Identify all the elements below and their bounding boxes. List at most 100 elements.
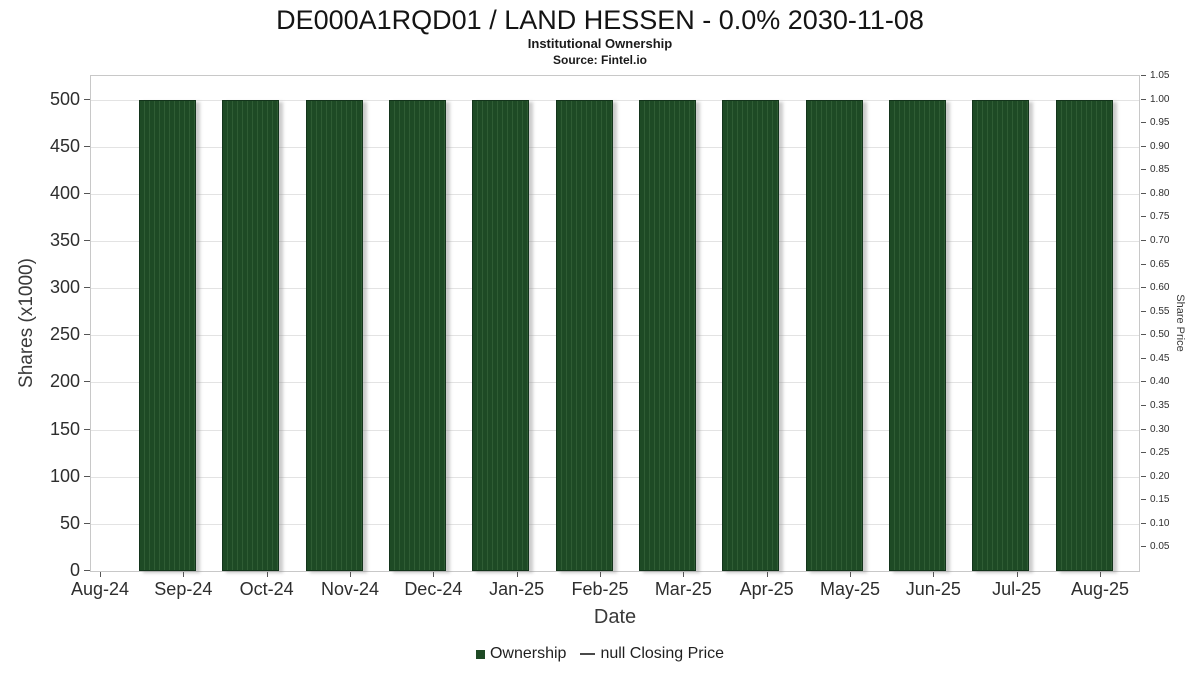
ownership-bar — [638, 99, 696, 571]
gridline — [91, 335, 1139, 337]
left-axis-tick-mark — [84, 570, 90, 571]
x-axis-tick-label: Aug-24 — [70, 579, 130, 599]
right-axis-tick-mark — [1141, 405, 1146, 406]
right-axis-tick-mark — [1141, 546, 1146, 548]
x-axis-tick-label: Mar-25 — [654, 579, 712, 599]
left-axis-tick-mark — [84, 287, 90, 289]
left-axis-tick-mark — [84, 98, 90, 100]
gridline — [91, 429, 1139, 431]
ownership-bar — [138, 99, 196, 571]
x-axis-tick-mark — [933, 572, 935, 577]
left-axis-tick-label: 150 — [49, 418, 80, 439]
left-axis-tick-label: 450 — [49, 135, 80, 156]
gridline — [91, 146, 1139, 148]
x-axis-tick-mark — [600, 572, 601, 577]
legend-label-closing-price: null Closing Price — [600, 645, 725, 662]
x-axis-tick-mark — [1016, 572, 1018, 577]
gridline — [91, 476, 1139, 478]
legend: Ownership null Closing Price — [0, 645, 1200, 663]
right-axis-tick-label: 0.95 — [1150, 117, 1170, 129]
x-axis-tick-label: Aug-25 — [1070, 579, 1130, 599]
right-axis-tick-label: 0.35 — [1150, 400, 1170, 411]
left-axis-tick-label: 0 — [69, 560, 80, 580]
right-axis-tick-mark — [1141, 75, 1146, 76]
right-axis-tick-mark — [1141, 334, 1146, 336]
x-axis-tick-mark — [850, 572, 851, 577]
left-axis-tick-label: 100 — [49, 465, 80, 486]
right-axis-tick-label: 0.45 — [1150, 352, 1170, 364]
chart-subtitle: Institutional Ownership — [527, 36, 673, 51]
right-axis-tick-label: 0.10 — [1150, 517, 1170, 529]
right-axis-tick-label: 0.75 — [1150, 211, 1170, 223]
right-axis-tick-mark — [1141, 452, 1146, 454]
right-axis-tick-mark — [1141, 475, 1146, 477]
gridline — [91, 193, 1139, 195]
left-axis-tick-label: 500 — [49, 88, 80, 109]
left-axis-tick-mark — [84, 381, 90, 383]
x-axis-tick-mark — [100, 572, 101, 577]
right-axis-tick-label: 0.85 — [1150, 164, 1170, 176]
y-axis-label-right: Share Price — [1174, 294, 1186, 352]
right-axis-tick-mark — [1141, 499, 1146, 501]
x-axis-tick-label: Jan-25 — [489, 579, 545, 599]
x-axis-tick-mark — [683, 572, 685, 577]
x-axis-tick-mark — [266, 572, 268, 577]
x-axis-tick-label: Jul-25 — [992, 579, 1042, 599]
right-axis-tick-label: 0.15 — [1150, 494, 1170, 506]
legend-item-closing-price: null Closing Price — [580, 645, 724, 663]
closing-price-line-marker-icon — [580, 653, 596, 655]
right-axis-tick-mark — [1141, 428, 1146, 430]
right-axis-tick-mark — [1141, 381, 1146, 383]
x-axis-tick-label: Feb-25 — [571, 579, 629, 599]
x-axis-tick-label: Dec-24 — [404, 579, 463, 599]
ownership-bar — [972, 99, 1030, 571]
left-axis-tick-label: 350 — [49, 230, 80, 250]
x-axis-tick-mark — [433, 572, 435, 577]
left-axis-tick-label: 50 — [59, 512, 80, 533]
x-axis-tick-label: Jun-25 — [905, 579, 961, 599]
right-axis-tick-label: 1.00 — [1150, 93, 1170, 105]
right-axis-tick-mark — [1141, 122, 1146, 124]
x-axis-tick-label: Nov-24 — [320, 579, 380, 599]
x-axis-tick-label: May-25 — [819, 579, 881, 599]
x-axis-label: Date — [593, 606, 637, 628]
right-axis-tick-mark — [1141, 98, 1146, 100]
gridline — [91, 523, 1139, 525]
right-axis-tick-label: 0.80 — [1150, 187, 1170, 199]
ownership-bar — [222, 99, 280, 571]
right-axis-tick-mark — [1141, 240, 1146, 241]
ownership-bar — [555, 99, 613, 571]
right-axis-tick-mark — [1141, 287, 1146, 289]
x-axis-tick-label: Oct-24 — [239, 579, 294, 599]
right-axis-tick-mark — [1141, 357, 1146, 359]
left-axis-tick-mark — [84, 428, 90, 430]
left-axis-tick-mark — [84, 145, 90, 147]
right-axis-tick-label: 0.60 — [1150, 282, 1170, 294]
right-axis-tick-label: 0.50 — [1150, 329, 1170, 341]
right-axis-tick-label: 0.70 — [1150, 235, 1170, 246]
left-axis-tick-label: 250 — [49, 324, 80, 345]
right-axis-tick-mark — [1141, 522, 1146, 524]
x-axis-tick-mark — [516, 572, 518, 577]
x-axis-tick-label: Apr-25 — [739, 579, 794, 599]
ownership-bar — [305, 99, 363, 571]
left-axis-tick-mark — [84, 522, 90, 524]
left-axis-tick-label: 400 — [49, 182, 80, 203]
x-axis-tick-label: Sep-24 — [154, 579, 213, 599]
chart-source: Source: Fintel.io — [552, 53, 647, 67]
right-axis-tick-label: 0.55 — [1150, 305, 1170, 317]
plot-area — [90, 75, 1140, 572]
left-axis-tick-label: 300 — [49, 277, 80, 298]
legend-label-ownership: Ownership — [489, 645, 567, 662]
left-axis-tick-mark — [84, 334, 90, 336]
gridline — [91, 99, 1139, 101]
ownership-bar — [388, 99, 446, 571]
chart-title: DE000A1RQD01 / LAND HESSEN - 0.0% 2030-1… — [276, 5, 924, 35]
right-axis-tick-label: 0.65 — [1150, 258, 1170, 270]
x-axis-tick-mark — [350, 572, 351, 577]
right-axis-tick-mark — [1141, 216, 1146, 218]
x-axis-tick-mark — [183, 572, 185, 577]
right-axis-tick-label: 0.30 — [1150, 423, 1170, 435]
x-axis-tick-mark — [766, 572, 768, 577]
